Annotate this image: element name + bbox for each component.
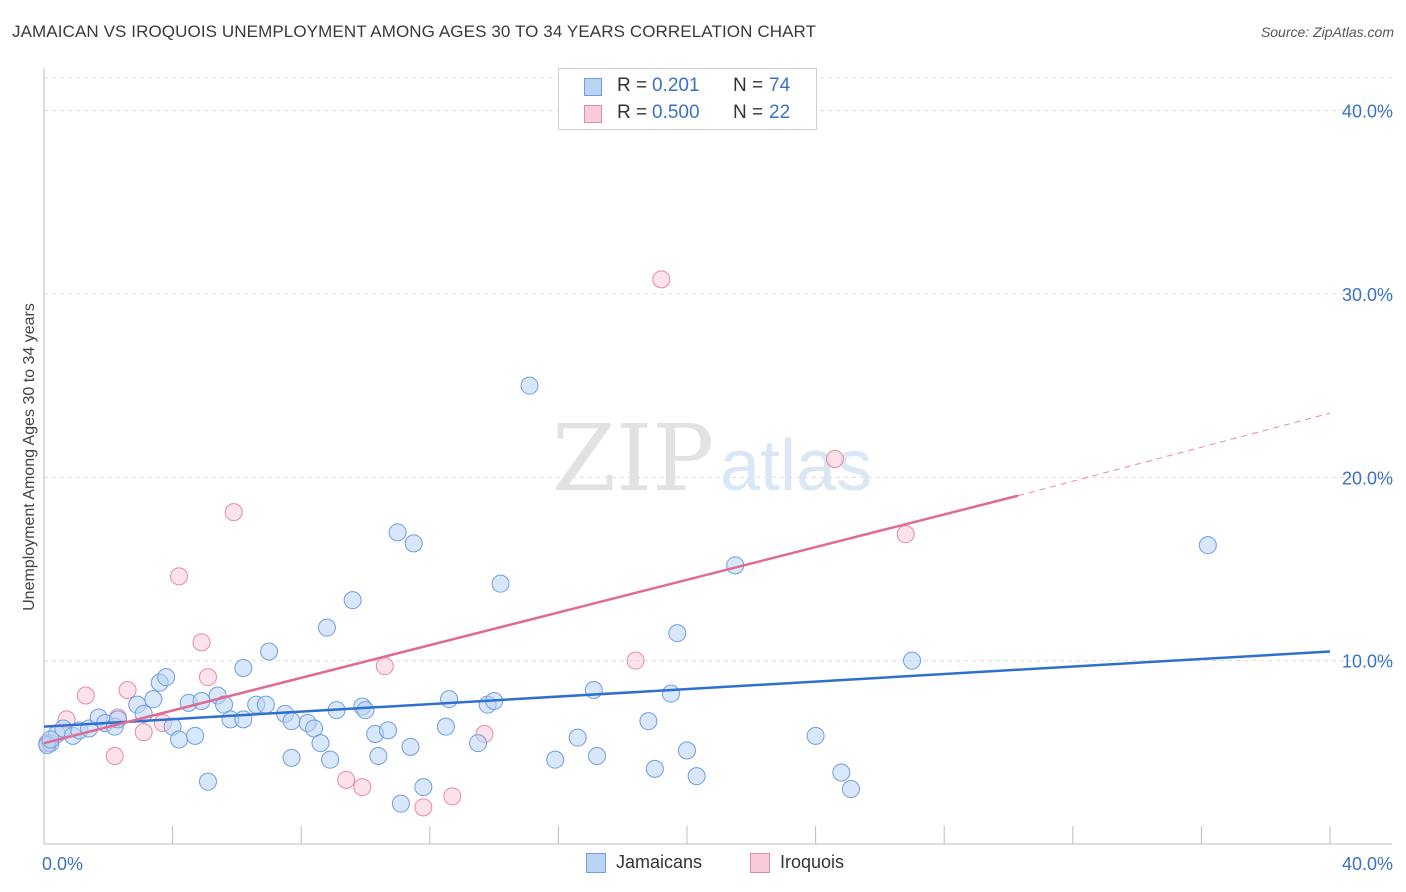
trendlines [43, 412, 1331, 745]
legend-n-value: 22 [769, 102, 791, 123]
data-point [343, 591, 362, 610]
data-point [369, 747, 388, 765]
data-point [414, 798, 433, 817]
data-point [321, 750, 340, 769]
data-point [491, 574, 510, 593]
data-point [825, 450, 844, 468]
data-point [626, 651, 645, 670]
source-label: Source: ZipAtlas.com [1260, 24, 1394, 40]
data-point [260, 642, 279, 661]
data-point [224, 503, 243, 522]
data-point [388, 523, 407, 542]
data-point [198, 668, 217, 687]
data-point [170, 730, 189, 749]
chart-title: JAMAICAN VS IROQUOIS UNEMPLOYMENT AMONG … [12, 22, 817, 41]
data-point [144, 690, 163, 709]
data-point [469, 734, 488, 753]
data-point [337, 770, 356, 789]
legend-r-value: 0.201 [652, 75, 700, 96]
tick-labels: 10.0% 20.0% 30.0% 40.0% 0.0% 40.0% [42, 102, 1393, 874]
data-point [391, 794, 410, 813]
legend-r-key: R = [617, 75, 648, 96]
watermark-zip: ZIP [552, 405, 714, 512]
y-tick-label: 20.0% [1342, 468, 1393, 488]
data-point [198, 772, 217, 791]
data-point [105, 747, 124, 765]
data-point [375, 657, 394, 676]
data-point [806, 726, 825, 745]
data-point [841, 780, 860, 798]
legend-n-key: N = [733, 75, 764, 96]
data-point [234, 710, 253, 729]
data-point [356, 701, 375, 720]
legend-n-value: 74 [769, 75, 791, 96]
legend-n-key: N = [733, 102, 764, 123]
data-point [832, 763, 851, 782]
legend-swatch-jamaicans [584, 78, 602, 96]
axes [43, 68, 1392, 845]
legend-swatch-jamaicans [586, 853, 606, 873]
data-point [1198, 536, 1217, 555]
data-point [687, 767, 706, 786]
data-point [282, 748, 301, 767]
data-point [170, 567, 189, 586]
data-point [645, 759, 664, 778]
trendline-iroquois [43, 494, 1019, 745]
watermark-atlas: atlas [720, 426, 872, 506]
y-tick-label: 30.0% [1342, 285, 1393, 305]
correlation-legend: R = 0.201 N = 74 R = 0.500 N = 22 [558, 68, 817, 130]
legend-label-jamaicans: Jamaicans [616, 852, 703, 872]
data-point [436, 717, 455, 736]
data-point [652, 270, 671, 289]
data-point [192, 633, 211, 652]
data-point [668, 624, 687, 643]
trendline-jamaicans [43, 650, 1331, 728]
y-tick-label: 10.0% [1342, 652, 1393, 672]
data-point [639, 712, 658, 731]
data-point [440, 690, 459, 709]
legend-swatch-iroquois [750, 853, 770, 873]
data-point [379, 721, 398, 740]
data-point [414, 778, 433, 797]
data-point [118, 681, 137, 699]
data-point [903, 651, 922, 670]
data-point [404, 534, 423, 553]
data-point [282, 712, 301, 731]
data-point [317, 618, 336, 637]
data-point [587, 747, 606, 765]
y-axis-label: Unemployment Among Ages 30 to 34 years [21, 303, 38, 611]
data-point [256, 695, 275, 714]
data-point [678, 741, 696, 760]
y-tick-label: 40.0% [1342, 102, 1393, 122]
trendline-iroquois-extension [1018, 412, 1331, 497]
data-point [520, 376, 539, 395]
data-point [186, 726, 205, 745]
data-point [311, 734, 330, 753]
data-point [353, 778, 372, 797]
watermark: ZIP atlas [552, 405, 872, 512]
legend-swatch-iroquois [584, 105, 602, 123]
legend-r-key: R = [617, 102, 648, 123]
data-point [76, 686, 95, 705]
x-tick-label: 0.0% [42, 854, 83, 874]
data-point [546, 750, 565, 769]
data-point [661, 684, 680, 703]
legend-r-value: 0.500 [652, 102, 700, 123]
data-point [568, 728, 587, 747]
gridlines [44, 77, 1392, 662]
data-point [234, 659, 253, 677]
data-point [134, 723, 153, 742]
x-tick-label: 40.0% [1342, 854, 1393, 874]
data-point [157, 668, 176, 687]
data-point [401, 737, 420, 756]
legend-label-iroquois: Iroquois [780, 852, 845, 872]
data-point [443, 787, 462, 806]
data-point [896, 525, 915, 544]
